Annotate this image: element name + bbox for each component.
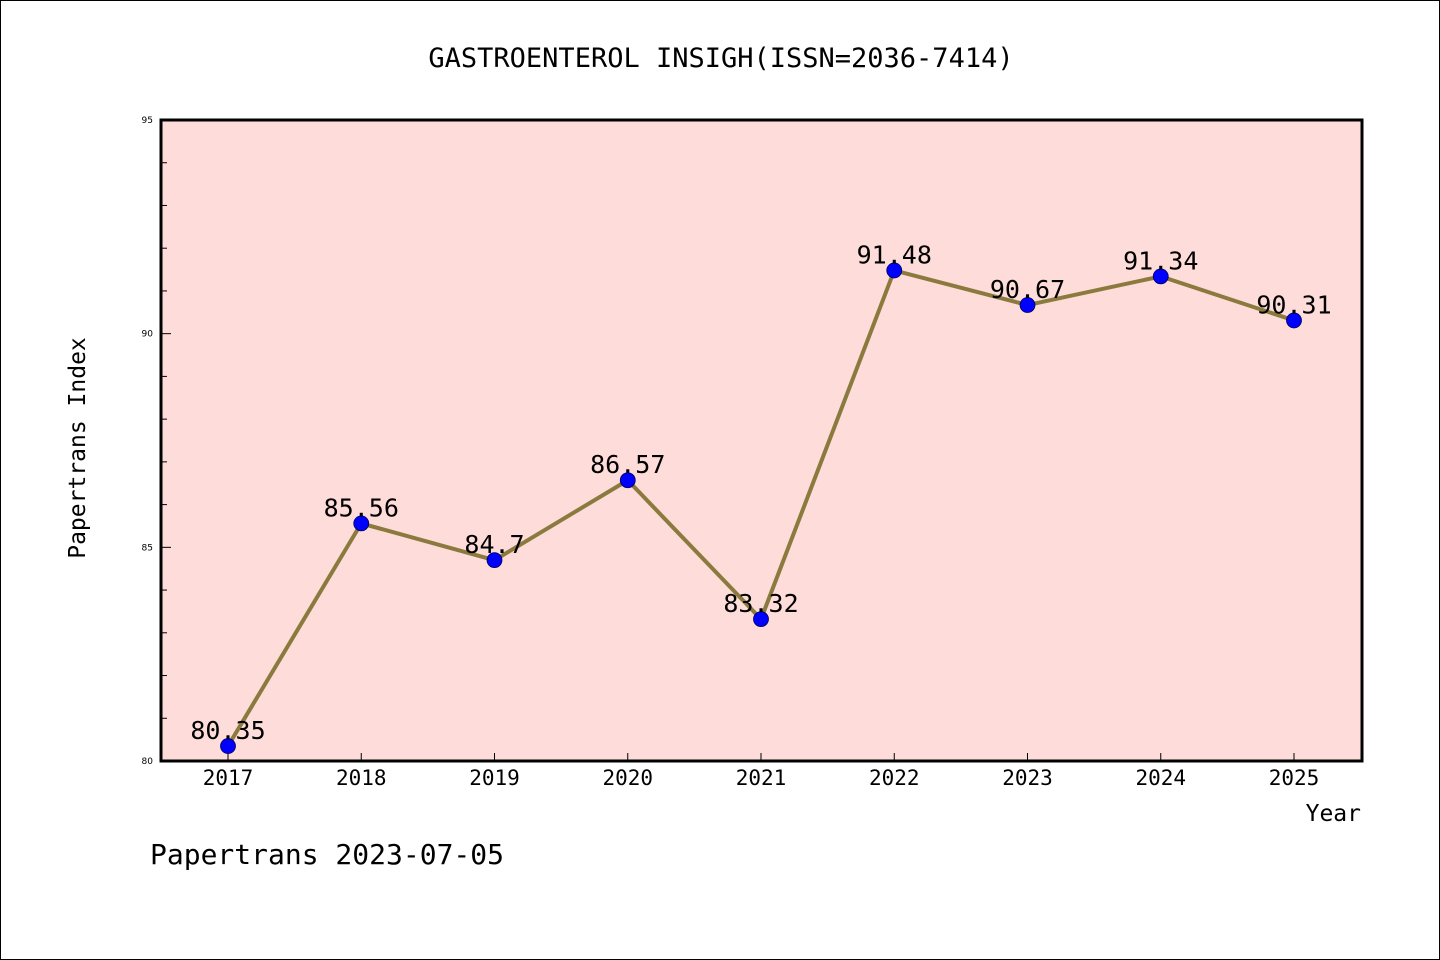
y-tick-label: 95 [142, 116, 153, 126]
plot-area [159, 118, 1364, 763]
data-point [220, 738, 236, 754]
data-label: 85.56 [324, 493, 399, 522]
data-label: 90.67 [990, 275, 1065, 304]
x-tick-label: 2021 [736, 766, 787, 790]
footer-date-stamp: Papertrans 2023-07-05 [150, 838, 504, 871]
y-tick-label: 85 [142, 543, 153, 553]
data-point [353, 515, 370, 532]
data-label: 80.35 [190, 716, 265, 745]
x-tick-label: 2017 [203, 766, 254, 790]
data-label: 86.57 [590, 450, 665, 479]
data-label: 91.48 [857, 240, 932, 269]
x-tick-label: 2023 [1002, 766, 1053, 790]
data-label: 90.31 [1256, 290, 1331, 319]
x-tick-label: 2018 [336, 766, 387, 790]
data-point [486, 552, 503, 569]
data-label: 91.34 [1123, 246, 1198, 275]
data-point [1286, 312, 1302, 329]
y-tick-label: 80 [142, 757, 154, 767]
x-tick-label: 2020 [602, 766, 653, 790]
y-axis-label: Papertrans Index [65, 337, 91, 559]
y-axis-ticks: 80 85 90 95 [142, 116, 171, 767]
data-point [753, 611, 769, 628]
x-axis-label: Year [1306, 801, 1361, 827]
data-point [619, 472, 636, 489]
x-tick-label: 2019 [469, 766, 520, 790]
x-tick-label: 2025 [1269, 766, 1320, 790]
data-series [220, 262, 1302, 754]
data-point [1152, 268, 1169, 285]
x-tick-label: 2022 [869, 766, 920, 790]
x-tick-label: 2024 [1135, 766, 1186, 790]
data-point [1019, 297, 1036, 313]
x-axis-ticks: 2017 2018 2019 2020 2021 2022 2023 2024 2025 [203, 753, 1320, 790]
data-point [886, 262, 903, 279]
y-tick-label: 90 [142, 330, 154, 340]
data-label: 83.32 [723, 589, 798, 618]
chart-title: GASTROENTEROL INSIGH(ISSN=2036-7414) [428, 43, 1013, 74]
data-label: 84.7 [464, 530, 524, 559]
data-labels: 80.35 85.56 84.7 86.57 83.32 91.48 90.67 91.34 9… [190, 240, 1331, 745]
